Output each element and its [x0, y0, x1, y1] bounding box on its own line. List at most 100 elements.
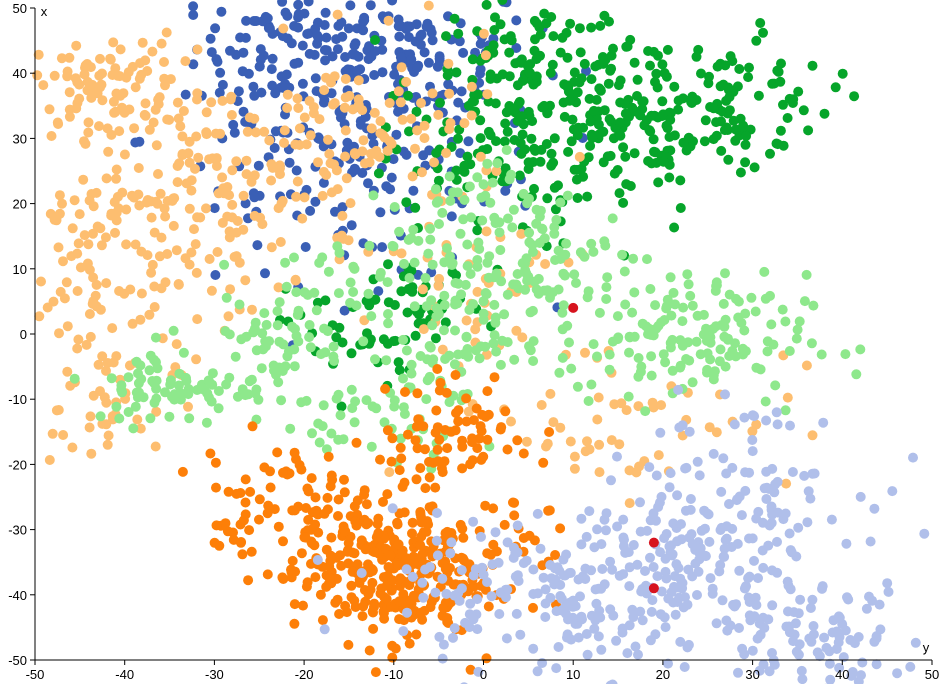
data-point-series-1: [549, 133, 560, 144]
data-point-series-3: [455, 228, 466, 239]
data-point-series-1: [557, 32, 568, 43]
data-point-series-1: [718, 79, 729, 90]
data-point-series-5: [647, 595, 658, 606]
data-point-series-0: [312, 17, 323, 28]
data-point-series-1: [563, 146, 574, 157]
data-point-series-5: [749, 411, 760, 422]
data-point-series-2: [101, 365, 111, 376]
data-point-series-0: [321, 45, 332, 56]
data-point-series-4: [467, 455, 478, 466]
data-point-series-1: [620, 108, 631, 119]
data-point-series-3: [311, 305, 322, 316]
data-point-series-5: [761, 415, 772, 426]
data-point-series-3: [213, 386, 224, 396]
data-point-series-5: [465, 598, 476, 609]
data-point-series-3: [784, 346, 795, 356]
data-point-series-1: [559, 111, 570, 122]
data-point-series-2: [57, 198, 67, 209]
data-point-series-3: [445, 195, 456, 206]
data-point-series-2: [225, 284, 236, 295]
data-point-series-2: [186, 185, 197, 196]
data-point-series-1: [605, 150, 616, 161]
data-point-series-2: [168, 220, 179, 231]
data-point-series-4: [359, 489, 370, 500]
data-point-series-5: [502, 537, 513, 548]
data-point-series-4: [324, 561, 335, 572]
data-point-series-0: [458, 47, 469, 58]
data-point-series-2: [108, 96, 119, 107]
data-point-series-3: [287, 321, 298, 332]
data-point-series-3: [130, 401, 141, 412]
data-point-series-2: [62, 321, 73, 332]
data-point-series-1: [467, 96, 478, 107]
data-point-series-3: [328, 341, 339, 352]
data-point-series-1: [365, 334, 376, 345]
data-point-series-5: [783, 606, 793, 617]
data-point-series-5: [910, 637, 921, 648]
data-point-series-5: [454, 595, 465, 606]
data-point-series-1: [708, 134, 719, 145]
x-tick-label: 40: [835, 667, 849, 682]
data-point-series-2: [44, 455, 55, 465]
data-point-series-3: [594, 307, 605, 318]
data-point-series-3: [642, 254, 652, 265]
data-point-series-2: [73, 334, 84, 345]
data-point-series-3: [423, 248, 434, 259]
data-point-series-3: [433, 196, 444, 207]
data-point-series-4: [544, 505, 555, 516]
data-point-series-1: [723, 154, 734, 165]
data-point-series-3: [219, 259, 230, 270]
data-point-series-3: [452, 187, 463, 198]
data-point-series-3: [134, 387, 144, 398]
data-point-series-5: [532, 508, 543, 519]
data-point-series-1: [730, 124, 741, 135]
data-point-series-2: [624, 465, 635, 476]
data-point-series-2: [279, 137, 289, 148]
data-point-series-2: [88, 228, 98, 239]
data-point-series-3: [586, 238, 597, 249]
data-point-series-5: [655, 547, 666, 558]
data-point-series-2: [38, 80, 49, 91]
data-point-series-3: [301, 395, 312, 406]
data-point-series-5: [612, 451, 622, 462]
data-point-series-2: [121, 239, 132, 250]
data-point-series-3: [307, 428, 317, 439]
data-point-series-5: [763, 540, 774, 551]
data-point-series-5: [407, 571, 418, 582]
data-point-series-5: [652, 571, 663, 582]
data-point-series-3: [624, 331, 635, 342]
data-point-series-1: [708, 103, 719, 114]
data-point-series-2: [108, 37, 119, 48]
data-point-series-4: [286, 572, 297, 583]
data-point-series-0: [291, 165, 302, 176]
data-point-series-0: [266, 64, 277, 75]
data-point-series-5: [672, 582, 683, 593]
data-point-series-3: [549, 228, 560, 239]
data-point-series-1: [621, 179, 632, 190]
data-point-series-5: [747, 435, 758, 445]
data-point-series-5: [622, 648, 633, 659]
data-point-series-3: [269, 365, 279, 376]
data-point-series-3: [224, 372, 235, 383]
data-point-series-3: [169, 394, 180, 405]
data-point-series-3: [675, 335, 686, 346]
data-point-series-4: [394, 614, 405, 625]
data-point-series-3: [528, 356, 539, 366]
x-axis-title: y: [923, 640, 930, 655]
data-point-series-2: [192, 314, 203, 325]
data-point-series-2: [82, 258, 93, 269]
data-point-series-2: [146, 267, 157, 278]
data-point-series-5: [667, 549, 678, 560]
data-point-series-5: [568, 595, 579, 606]
data-point-series-5: [883, 586, 894, 597]
data-point-series-3: [453, 278, 464, 289]
data-point-series-4: [319, 508, 330, 519]
data-point-series-4: [412, 388, 423, 399]
data-point-series-3: [462, 344, 473, 354]
data-point-series-3: [413, 235, 424, 246]
data-point-series-1: [541, 139, 552, 149]
data-point-series-3: [472, 172, 483, 183]
data-point-series-1: [711, 117, 722, 128]
data-point-series-0: [375, 207, 386, 218]
data-point-series-2: [247, 304, 257, 315]
